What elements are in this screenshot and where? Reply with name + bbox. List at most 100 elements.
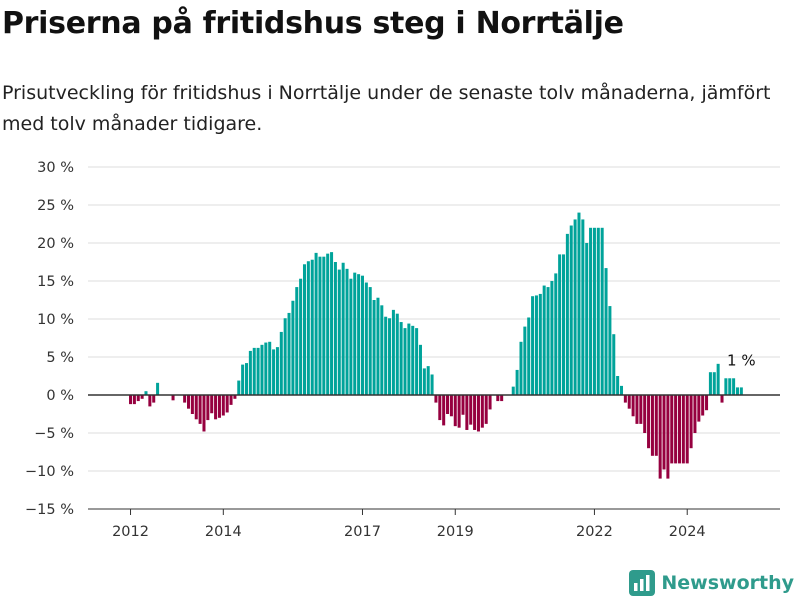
bar xyxy=(345,268,349,395)
bar xyxy=(210,395,214,414)
newsworthy-brand: Newsworthy xyxy=(629,570,794,596)
bar xyxy=(418,344,422,395)
bar xyxy=(685,395,689,464)
y-tick-label: 10 % xyxy=(37,312,74,328)
bar xyxy=(353,272,357,395)
bar xyxy=(453,395,457,427)
bar xyxy=(206,395,210,421)
bar xyxy=(136,395,140,402)
bar xyxy=(422,368,426,395)
bar xyxy=(457,395,461,428)
bar xyxy=(662,395,666,470)
bar xyxy=(650,395,654,456)
bar xyxy=(534,295,538,395)
bar xyxy=(349,278,353,395)
labels: −15 % −10 % −5 % 0 % 5 % 10 % 15 % 20 % 25 % 30 %… xyxy=(25,160,756,540)
bar xyxy=(735,387,739,395)
bar xyxy=(592,227,596,395)
bar xyxy=(550,281,554,395)
bar xyxy=(217,395,221,418)
bar xyxy=(403,328,407,395)
bar xyxy=(519,341,523,395)
bar xyxy=(322,256,326,395)
bar xyxy=(129,395,133,405)
x-tick-label: 2024 xyxy=(669,524,706,540)
bar xyxy=(554,273,558,395)
bar xyxy=(330,252,334,395)
bar xyxy=(337,269,341,395)
bar xyxy=(716,363,720,395)
bar xyxy=(256,347,260,395)
y-tick-label: 5 % xyxy=(46,350,74,366)
bar xyxy=(156,382,160,395)
bar xyxy=(546,287,550,395)
bar xyxy=(376,297,380,395)
x-tick-label: 2017 xyxy=(344,524,381,540)
bar xyxy=(724,378,728,395)
bar xyxy=(411,325,415,395)
y-tick-label: 15 % xyxy=(37,274,74,290)
bar xyxy=(531,296,535,395)
bar xyxy=(225,395,229,413)
bar xyxy=(585,243,589,395)
bar xyxy=(693,395,697,433)
y-tick-label: −15 % xyxy=(25,502,74,518)
bar xyxy=(144,391,148,395)
bar xyxy=(619,385,624,395)
chart-title: Priserna på fritidshus steg i Norrtälje xyxy=(2,6,624,41)
bar xyxy=(461,395,465,415)
bar xyxy=(295,287,299,395)
annotation-label: 1 % xyxy=(727,351,756,369)
y-tick-label: 30 % xyxy=(37,160,74,176)
bar xyxy=(380,305,384,395)
bar xyxy=(194,395,198,420)
bar xyxy=(152,395,156,403)
bar xyxy=(666,395,670,479)
bar xyxy=(245,363,249,395)
bar xyxy=(739,387,743,395)
bar xyxy=(562,254,566,395)
bar xyxy=(214,395,218,420)
bar xyxy=(643,395,647,433)
bar xyxy=(430,374,434,395)
bar xyxy=(357,274,361,395)
x-tick-label: 2014 xyxy=(205,524,242,540)
x-tick-label: 2019 xyxy=(437,524,474,540)
bar xyxy=(283,318,287,395)
bar xyxy=(426,366,430,395)
axes xyxy=(88,394,780,515)
y-tick-label: −10 % xyxy=(25,464,74,480)
bar xyxy=(476,395,480,432)
bar xyxy=(399,322,403,395)
bar xyxy=(589,227,593,395)
bar xyxy=(635,395,639,424)
bar xyxy=(631,395,635,417)
bar xyxy=(190,395,194,414)
y-tick-label: −5 % xyxy=(34,426,74,442)
bar xyxy=(248,350,252,395)
bar xyxy=(306,261,310,395)
bar xyxy=(333,262,337,395)
bar xyxy=(341,262,345,395)
bar xyxy=(538,293,542,395)
bar xyxy=(310,259,314,395)
bar xyxy=(708,372,712,395)
bar xyxy=(446,395,450,414)
bar xyxy=(623,395,627,403)
bar xyxy=(542,285,546,395)
bar xyxy=(697,395,701,422)
bar xyxy=(148,395,152,407)
bar xyxy=(187,395,191,409)
bar xyxy=(627,395,631,409)
bar xyxy=(616,376,620,395)
bar xyxy=(384,316,388,395)
bar xyxy=(484,395,488,424)
bar xyxy=(654,395,658,456)
bar xyxy=(264,342,268,395)
bar xyxy=(442,395,446,426)
bar xyxy=(515,369,519,395)
bar xyxy=(449,395,453,417)
bar xyxy=(438,395,442,421)
bar xyxy=(326,253,330,395)
